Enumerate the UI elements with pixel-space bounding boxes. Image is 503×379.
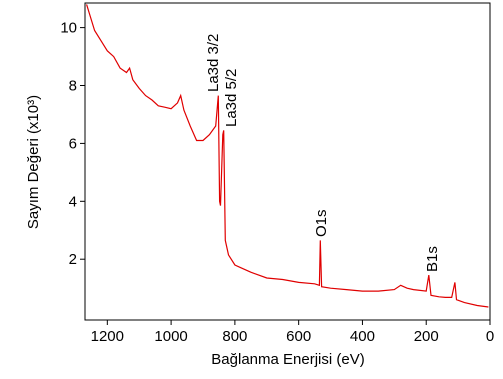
x-tick-label: 1000 <box>154 328 187 345</box>
y-axis-label: Sayım Değeri (x10³) <box>25 95 42 229</box>
y-tick-label: 4 <box>69 193 77 210</box>
y-tick-label: 2 <box>69 251 77 268</box>
x-tick-label: 0 <box>486 328 494 345</box>
plot-frame <box>84 2 491 321</box>
y-tick-label: 6 <box>69 135 77 152</box>
spectrum-line <box>86 4 489 308</box>
x-tick-label: 1200 <box>91 328 124 345</box>
peak-annotation: La3d 5/2 <box>223 69 240 127</box>
y-tick-label: 8 <box>69 78 77 95</box>
peak-annotation: B1s <box>424 246 441 272</box>
x-tick-label: 600 <box>286 328 311 345</box>
peak-annotation: La3d 3/2 <box>205 34 222 92</box>
x-tick-label: 400 <box>350 328 375 345</box>
x-tick-label: 200 <box>414 328 439 345</box>
x-axis-label: Bağlanma Enerjisi (eV) <box>211 351 364 368</box>
x-tick-label: 800 <box>222 328 247 345</box>
peak-annotation: O1s <box>313 209 330 237</box>
y-tick-label: 10 <box>60 20 77 37</box>
